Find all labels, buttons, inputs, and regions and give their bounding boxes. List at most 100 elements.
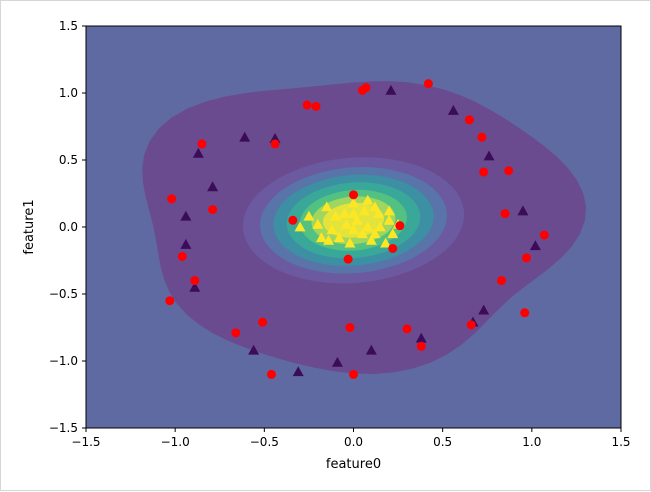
data-point-triangle xyxy=(358,205,370,216)
data-point-triangle xyxy=(387,228,399,239)
x-tick-label: 0.0 xyxy=(344,435,363,449)
x-tick-label: 0.5 xyxy=(433,435,452,449)
data-point-circle xyxy=(357,85,367,95)
data-point-circle xyxy=(477,132,487,142)
y-axis: −1.5 −1.0 −0.5 0.0 0.5 1.0 1.5 xyxy=(49,19,86,435)
data-point-circle xyxy=(345,323,355,332)
data-point-triangle xyxy=(380,237,392,248)
x-tick-label: 1.5 xyxy=(611,435,630,449)
data-point-triangle xyxy=(294,221,306,232)
data-point-circle xyxy=(395,221,405,231)
data-point-circle xyxy=(208,205,218,215)
data-point-triangle xyxy=(351,214,363,225)
x-tick-label: −0.5 xyxy=(250,435,279,449)
data-point-triangle xyxy=(374,221,386,232)
data-point-triangle xyxy=(192,147,204,158)
data-point-triangle xyxy=(326,224,338,235)
data-point-triangle xyxy=(180,238,192,249)
y-tick-label: 1.0 xyxy=(59,86,78,100)
data-point-circle xyxy=(466,320,476,330)
data-point-circle xyxy=(343,254,353,264)
data-point-triangle xyxy=(383,214,395,225)
data-point-triangle xyxy=(339,208,351,218)
data-point-circle xyxy=(520,308,530,318)
data-point-triangle xyxy=(340,218,352,229)
data-point-circle xyxy=(504,166,514,176)
data-point-circle xyxy=(266,369,276,379)
data-point-circle xyxy=(479,167,489,177)
data-point-circle xyxy=(388,243,398,253)
data-point-triangle xyxy=(517,205,529,216)
data-point-triangle xyxy=(447,104,459,115)
data-point-circle xyxy=(311,101,321,111)
data-point-circle xyxy=(197,139,207,149)
data-point-triangle xyxy=(189,281,201,292)
y-axis-label: feature1 xyxy=(22,199,37,254)
data-point-circle xyxy=(500,209,510,219)
data-point-circle xyxy=(270,139,280,149)
data-point-circle xyxy=(521,253,531,263)
data-point-triangle xyxy=(369,228,381,239)
y-tick-label: 0.5 xyxy=(59,153,78,167)
data-point-circle xyxy=(258,317,268,327)
data-point-triangle xyxy=(330,210,342,221)
data-point-triangle xyxy=(315,232,327,243)
data-point-triangle xyxy=(478,304,490,315)
data-point-circle xyxy=(416,341,426,351)
data-point-triangle xyxy=(207,181,219,192)
y-tick-label: −1.5 xyxy=(49,421,78,435)
data-point-triangle xyxy=(372,208,384,218)
data-point-circle xyxy=(190,276,200,286)
data-point-triangle xyxy=(180,210,192,221)
data-point-triangle xyxy=(248,344,260,355)
x-tick-label: −1.5 xyxy=(71,435,100,449)
data-point-triangle xyxy=(383,205,395,216)
data-point-triangle xyxy=(292,366,304,377)
data-point-triangle xyxy=(323,234,335,245)
y-tick-label: 0.0 xyxy=(59,220,78,234)
data-point-circle xyxy=(165,296,175,306)
data-point-triangle xyxy=(362,194,374,205)
y-tick-label: 1.5 xyxy=(59,19,78,33)
data-point-circle xyxy=(302,100,312,110)
y-tick-label: −1.0 xyxy=(49,354,78,368)
data-point-triangle xyxy=(312,218,324,229)
data-point-circle xyxy=(349,369,358,379)
data-point-circle xyxy=(539,230,549,240)
data-point-triangle xyxy=(365,344,377,355)
x-axis: −1.5 −1.0 −0.5 0.0 0.5 1.0 1.5 xyxy=(71,428,631,449)
points-layer xyxy=(165,79,549,379)
data-point-triangle xyxy=(365,234,377,245)
data-point-triangle xyxy=(303,210,315,221)
data-point-circle xyxy=(231,328,241,338)
data-point-circle xyxy=(464,115,474,125)
data-point-triangle xyxy=(369,201,381,212)
data-point-circle xyxy=(497,276,507,286)
data-point-triangle xyxy=(483,150,495,161)
data-point-triangle xyxy=(331,356,343,367)
y-tick-label: −0.5 xyxy=(49,287,78,301)
data-point-triangle xyxy=(344,237,356,248)
data-point-triangle xyxy=(239,131,251,142)
data-point-triangle xyxy=(348,197,359,208)
data-point-triangle xyxy=(362,221,374,232)
data-point-triangle xyxy=(385,84,397,95)
x-axis-label: feature0 xyxy=(326,457,381,472)
data-point-circle xyxy=(402,324,412,334)
data-point-triangle xyxy=(333,232,345,243)
data-point-circle xyxy=(349,190,358,200)
data-point-circle xyxy=(167,194,177,204)
data-point-triangle xyxy=(415,332,427,343)
data-point-triangle xyxy=(321,201,333,212)
x-tick-label: 1.0 xyxy=(522,435,541,449)
data-point-triangle xyxy=(529,240,541,251)
data-point-circle xyxy=(423,79,433,89)
data-point-triangle xyxy=(348,224,359,235)
data-point-circle xyxy=(177,251,187,261)
x-tick-label: −1.0 xyxy=(161,435,190,449)
data-point-triangle xyxy=(348,208,359,218)
data-point-triangle xyxy=(356,228,368,239)
data-point-circle xyxy=(288,215,298,225)
